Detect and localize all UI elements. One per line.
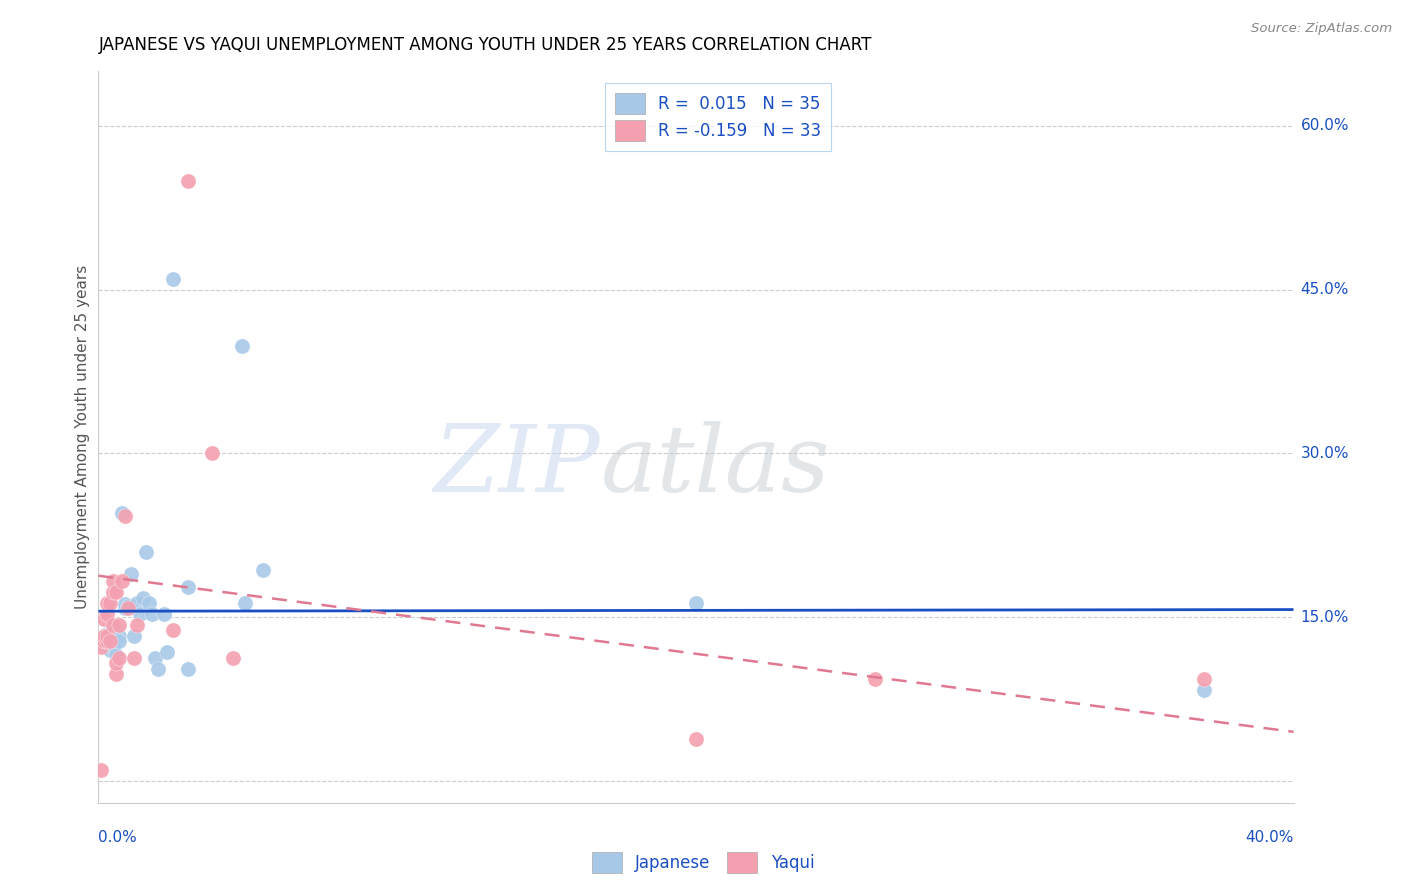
Point — [96, 596, 118, 610]
Point — [90, 640, 112, 654]
Text: 30.0%: 30.0% — [1301, 446, 1348, 461]
Text: 0.0%: 0.0% — [98, 830, 138, 845]
Point — [111, 507, 134, 521]
Point — [105, 656, 128, 670]
Point — [93, 634, 115, 648]
Point — [148, 661, 170, 675]
Point — [153, 607, 176, 621]
Point — [222, 650, 245, 665]
Point — [135, 545, 157, 559]
Point — [1192, 683, 1215, 698]
Point — [105, 585, 128, 599]
Text: 60.0%: 60.0% — [1301, 119, 1348, 134]
Point — [103, 621, 125, 635]
Point — [138, 596, 160, 610]
Point — [105, 648, 128, 663]
Point — [108, 618, 131, 632]
Point — [201, 446, 224, 460]
Point — [108, 634, 131, 648]
Point — [129, 607, 152, 621]
Point — [162, 272, 184, 286]
Point — [103, 638, 125, 652]
Point — [98, 626, 122, 640]
Point — [105, 624, 128, 638]
Point — [93, 638, 115, 652]
Point — [177, 173, 200, 187]
Point — [143, 650, 166, 665]
Point — [96, 629, 118, 643]
Point — [685, 732, 707, 747]
Point — [162, 624, 184, 638]
Point — [103, 574, 125, 589]
Point — [865, 673, 887, 687]
Point — [127, 618, 149, 632]
Y-axis label: Unemployment Among Youth under 25 years: Unemployment Among Youth under 25 years — [75, 265, 90, 609]
Text: 15.0%: 15.0% — [1301, 610, 1348, 624]
Point — [111, 574, 134, 589]
Point — [93, 612, 115, 626]
Text: 45.0%: 45.0% — [1301, 282, 1348, 297]
Point — [117, 599, 139, 614]
Point — [177, 661, 200, 675]
Point — [124, 629, 146, 643]
Point — [231, 339, 253, 353]
Point — [98, 634, 122, 648]
Point — [685, 596, 707, 610]
Text: Source: ZipAtlas.com: Source: ZipAtlas.com — [1251, 22, 1392, 36]
Legend: R =  0.015   N = 35, R = -0.159   N = 33: R = 0.015 N = 35, R = -0.159 N = 33 — [605, 83, 831, 151]
Point — [96, 632, 118, 646]
Point — [127, 596, 149, 610]
Point — [98, 643, 122, 657]
Point — [141, 607, 163, 621]
Point — [1192, 673, 1215, 687]
Point — [114, 508, 136, 523]
Point — [120, 566, 142, 581]
Text: JAPANESE VS YAQUI UNEMPLOYMENT AMONG YOUTH UNDER 25 YEARS CORRELATION CHART: JAPANESE VS YAQUI UNEMPLOYMENT AMONG YOU… — [98, 36, 872, 54]
Point — [93, 629, 115, 643]
Point — [117, 601, 139, 615]
Text: ZIP: ZIP — [433, 421, 600, 511]
Point — [108, 629, 131, 643]
Point — [156, 645, 179, 659]
Text: atlas: atlas — [600, 421, 830, 511]
Point — [98, 596, 122, 610]
Point — [93, 632, 115, 646]
Point — [96, 607, 118, 621]
Legend: Japanese, Yaqui: Japanese, Yaqui — [585, 846, 821, 880]
Point — [103, 585, 125, 599]
Point — [177, 580, 200, 594]
Point — [108, 650, 131, 665]
Point — [96, 626, 118, 640]
Point — [114, 597, 136, 611]
Point — [96, 634, 118, 648]
Point — [103, 618, 125, 632]
Point — [90, 763, 112, 777]
Text: 40.0%: 40.0% — [1246, 830, 1294, 845]
Point — [233, 596, 256, 610]
Point — [132, 591, 155, 605]
Point — [114, 601, 136, 615]
Point — [124, 650, 146, 665]
Point — [105, 667, 128, 681]
Point — [252, 563, 274, 577]
